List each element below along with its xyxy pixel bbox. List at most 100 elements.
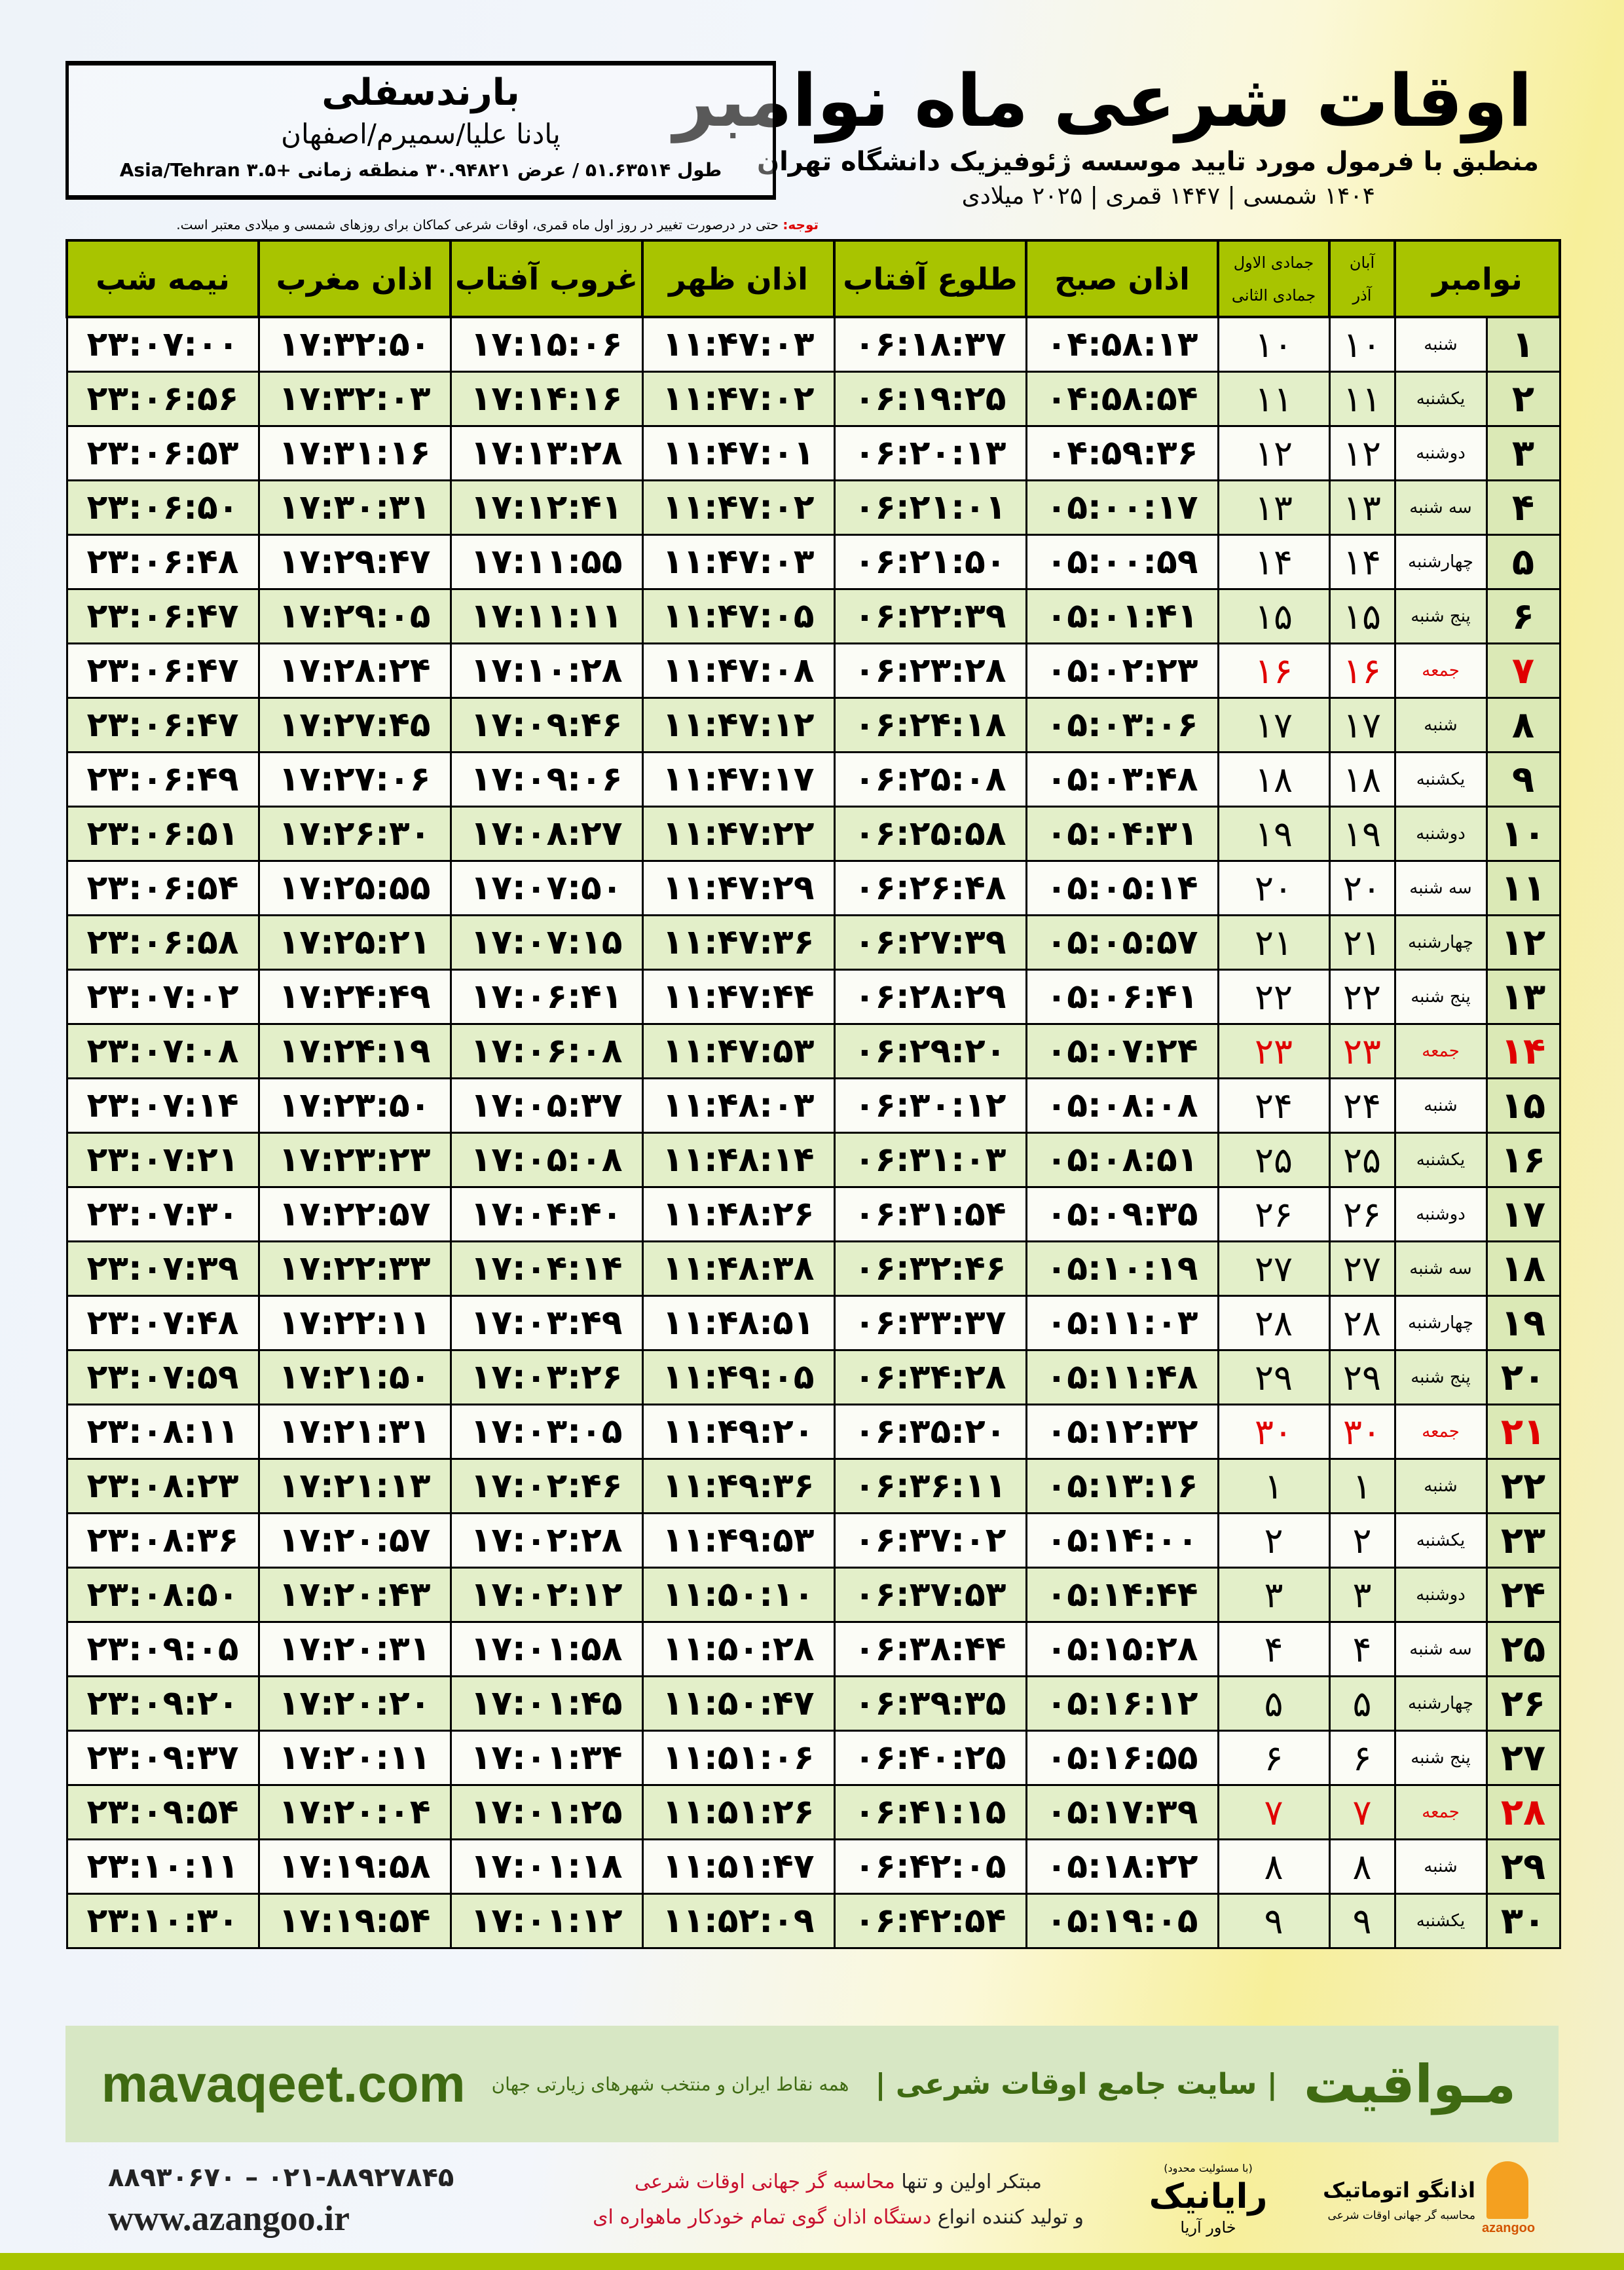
shamsi-day: ۲۶ — [1328, 1186, 1396, 1242]
maghreb-time: ۱۷:۲۱:۱۳ — [257, 1458, 452, 1514]
maghreb-time: ۱۷:۲۹:۴۷ — [257, 534, 452, 590]
table-row: ۲۹ شنبه ۸ ۸ ۰۵:۱۸:۲۲ ۰۶:۴۲:۰۵ ۱۱:۵۱:۴۷ ۱۷:۰۱:۱۸… — [65, 1838, 1561, 1895]
nime-time: ۲۳:۰۸:۳۶ — [65, 1512, 260, 1569]
qamari-day: ۱۷ — [1217, 697, 1331, 753]
day-number: ۱۹ — [1485, 1295, 1561, 1351]
qamari-day: ۸ — [1217, 1838, 1331, 1895]
table-row: ۱ شنبه ۱۰ ۱۰ ۰۴:۵۸:۱۳ ۰۶:۱۸:۳۷ ۱۱:۴۷:۰۳ ۱۷:۱۵:۰… — [65, 316, 1561, 373]
maghreb-time: ۱۷:۱۹:۵۸ — [257, 1838, 452, 1895]
shamsi-day: ۱۰ — [1328, 316, 1396, 373]
subh-time: ۰۴:۵۸:۱۳ — [1025, 316, 1219, 373]
tolu-time: ۰۶:۳۵:۲۰ — [833, 1404, 1027, 1460]
table-row: ۱۳ پنج شنبه ۲۲ ۲۲ ۰۵:۰۶:۴۱ ۰۶:۲۸:۲۹ ۱۱:۴۷:۴۴ ۱۷… — [65, 969, 1561, 1025]
day-name: پنج شنبه — [1393, 1730, 1488, 1786]
zohr-time: ۱۱:۴۸:۲۶ — [641, 1186, 836, 1242]
day-number: ۳۰ — [1485, 1893, 1561, 1949]
subh-time: ۰۵:۱۱:۴۸ — [1025, 1349, 1219, 1405]
promo-line1-b: محاسبه گر جهانی اوقات شرعی — [635, 2170, 895, 2193]
table-row: ۱۲ چهارشنبه ۲۱ ۲۱ ۰۵:۰۵:۵۷ ۰۶:۲۷:۳۹ ۱۱:۴۷:۳۶ ۱۷… — [65, 914, 1561, 971]
tolu-time: ۰۶:۳۰:۱۲ — [833, 1077, 1027, 1134]
table-row: ۳ دوشنبه ۱۲ ۱۲ ۰۴:۵۹:۳۶ ۰۶:۲۰:۱۳ ۱۱:۴۷:۰۱ ۱۷:۱۳… — [65, 425, 1561, 481]
qamari-day: ۵ — [1217, 1675, 1331, 1732]
table-row: ۲۱ جمعه ۳۰ ۳۰ ۰۵:۱۲:۳۲ ۰۶:۳۵:۲۰ ۱۱:۴۹:۲۰ ۱۷:۰۳:… — [65, 1404, 1561, 1460]
qamari-day: ۱۴ — [1217, 534, 1331, 590]
ghorub-time: ۱۷:۰۴:۴۰ — [449, 1186, 644, 1242]
zohr-time: ۱۱:۵۲:۰۹ — [641, 1893, 836, 1949]
ghorub-time: ۱۷:۰۱:۱۲ — [449, 1893, 644, 1949]
day-name: جمعه — [1393, 642, 1488, 699]
ghorub-time: ۱۷:۱۵:۰۶ — [449, 316, 644, 373]
zohr-time: ۱۱:۴۷:۱۷ — [641, 751, 836, 808]
day-name: شنبه — [1393, 316, 1488, 373]
table-row: ۱۱ سه شنبه ۲۰ ۲۰ ۰۵:۰۵:۱۴ ۰۶:۲۶:۴۸ ۱۱:۴۷:۲۹ ۱۷:… — [65, 860, 1561, 916]
nime-time: ۲۳:۰۸:۵۰ — [65, 1567, 260, 1623]
shamsi-day: ۱۸ — [1328, 751, 1396, 808]
maghreb-time: ۱۷:۲۷:۰۶ — [257, 751, 452, 808]
location-coords: طول ۵۱.۶۳۵۱۴ / عرض ۳۰.۹۴۸۲۱ منطقه زمانی … — [119, 159, 722, 181]
subh-time: ۰۵:۰۱:۴۱ — [1025, 588, 1219, 644]
rayanik-sub: خاور آریا — [1180, 2218, 1236, 2237]
tolu-time: ۰۶:۳۷:۰۲ — [833, 1512, 1027, 1569]
qamari-day: ۲۵ — [1217, 1132, 1331, 1188]
qamari-day: ۲ — [1217, 1512, 1331, 1569]
nime-time: ۲۳:۰۹:۰۵ — [65, 1621, 260, 1677]
day-number: ۳ — [1485, 425, 1561, 481]
table-row: ۳۰ یکشنبه ۹ ۹ ۰۵:۱۹:۰۵ ۰۶:۴۲:۵۴ ۱۱:۵۲:۰۹ ۱۷:۰۱:… — [65, 1893, 1561, 1949]
maghreb-time: ۱۷:۲۰:۴۳ — [257, 1567, 452, 1623]
azangoo-website-link[interactable]: www.azangoo.ir — [108, 2199, 350, 2238]
shamsi-day: ۶ — [1328, 1730, 1396, 1786]
zohr-time: ۱۱:۴۷:۱۲ — [641, 697, 836, 753]
subh-time: ۰۵:۰۷:۲۴ — [1025, 1023, 1219, 1079]
header-zohr: اذان ظهر — [641, 239, 836, 318]
maghreb-time: ۱۷:۲۰:۳۱ — [257, 1621, 452, 1677]
maghreb-time: ۱۷:۲۶:۳۰ — [257, 806, 452, 862]
qamari-day: ۱۶ — [1217, 642, 1331, 699]
zohr-time: ۱۱:۵۰:۴۷ — [641, 1675, 836, 1732]
tolu-time: ۰۶:۲۷:۳۹ — [833, 914, 1027, 971]
qamari-day: ۱۰ — [1217, 316, 1331, 373]
mavaqeet-site-link[interactable]: mavaqeet.com — [101, 2055, 466, 2113]
header-subh: اذان صبح — [1025, 239, 1219, 318]
tolu-time: ۰۶:۲۶:۴۸ — [833, 860, 1027, 916]
subh-time: ۰۴:۵۹:۳۶ — [1025, 425, 1219, 481]
ghorub-time: ۱۷:۰۶:۴۱ — [449, 969, 644, 1025]
tolu-time: ۰۶:۲۲:۳۹ — [833, 588, 1027, 644]
nime-time: ۲۳:۰۹:۳۷ — [65, 1730, 260, 1786]
shamsi-day: ۲۷ — [1328, 1240, 1396, 1297]
subh-time: ۰۵:۱۳:۱۶ — [1025, 1458, 1219, 1514]
maghreb-time: ۱۷:۲۴:۱۹ — [257, 1023, 452, 1079]
zohr-time: ۱۱:۴۷:۲۹ — [641, 860, 836, 916]
shamsi-day: ۲۳ — [1328, 1023, 1396, 1079]
header-row: نوامبر آبان آذر جمادی الاول جمادی الثانی ا… — [65, 239, 1562, 318]
day-number: ۲۹ — [1485, 1838, 1561, 1895]
maghreb-time: ۱۷:۱۹:۵۴ — [257, 1893, 452, 1949]
zohr-time: ۱۱:۵۱:۰۶ — [641, 1730, 836, 1786]
qamari-day: ۴ — [1217, 1621, 1331, 1677]
shamsi-day: ۲۵ — [1328, 1132, 1396, 1188]
header-ghorub: غروب آفتاب — [449, 239, 644, 318]
zohr-time: ۱۱:۴۷:۰۸ — [641, 642, 836, 699]
tolu-time: ۰۶:۲۵:۰۸ — [833, 751, 1027, 808]
promo-text: مبتکر اولین و تنها محاسبه گر جهانی اوقات… — [557, 2165, 1120, 2235]
subh-time: ۰۵:۰۴:۳۱ — [1025, 806, 1219, 862]
phone-numbers: ۰۲۱-۸۸۹۲۷۸۴۵ – ۸۸۹۳۰۶۷۰ — [108, 2163, 454, 2193]
ghorub-time: ۱۷:۰۱:۱۸ — [449, 1838, 644, 1895]
nime-time: ۲۳:۰۶:۵۴ — [65, 860, 260, 916]
shamsi-day: ۲۰ — [1328, 860, 1396, 916]
shamsi-day: ۴ — [1328, 1621, 1396, 1677]
shamsi-day: ۱۵ — [1328, 588, 1396, 644]
zohr-time: ۱۱:۴۷:۰۵ — [641, 588, 836, 644]
page-title: اوقات شرعی ماه نوامبر — [673, 59, 1532, 143]
zohr-time: ۱۱:۵۱:۴۷ — [641, 1838, 836, 1895]
day-number: ۲۶ — [1485, 1675, 1561, 1732]
note-text: حتی در درصورت تغییر در روز اول ماه قمری،… — [176, 217, 783, 233]
day-name: سه شنبه — [1393, 860, 1488, 916]
nime-time: ۲۳:۰۸:۲۳ — [65, 1458, 260, 1514]
ghorub-time: ۱۷:۰۲:۱۲ — [449, 1567, 644, 1623]
nime-time: ۲۳:۰۶:۴۸ — [65, 534, 260, 590]
rayanik-name: رایانیک — [1149, 2177, 1268, 2216]
mavaqeet-logo: مـواقیت — [1303, 2053, 1516, 2115]
table-row: ۲۳ یکشنبه ۲ ۲ ۰۵:۱۴:۰۰ ۰۶:۳۷:۰۲ ۱۱:۴۹:۵۳ ۱۷:۰۲:… — [65, 1512, 1561, 1569]
qamari-day: ۱۸ — [1217, 751, 1331, 808]
subh-time: ۰۴:۵۸:۵۴ — [1025, 371, 1219, 427]
